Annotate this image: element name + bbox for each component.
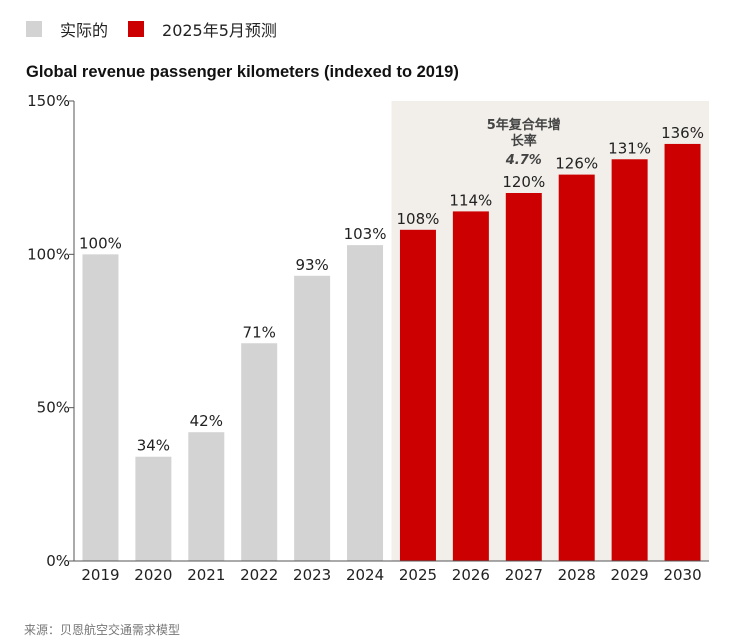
cagr-annotation-line2: 长率 [511, 133, 537, 149]
bar-2022 [241, 343, 278, 561]
y-tick-label: 100% [27, 245, 70, 263]
chart-title: Global revenue passenger kilometers (ind… [26, 63, 459, 81]
x-tick-label-2020: 2020 [134, 566, 172, 584]
x-tick-label-2023: 2023 [293, 566, 331, 584]
y-tick-label: 0% [46, 552, 70, 570]
x-tick-label-2028: 2028 [558, 566, 596, 584]
bar-2019 [82, 254, 119, 562]
bar-2023 [294, 275, 331, 561]
value-label-2021: 42% [190, 412, 223, 430]
bar-2026 [452, 211, 489, 561]
x-tick-label-2027: 2027 [505, 566, 543, 584]
bar-2020 [135, 456, 172, 561]
cagr-annotation-value: 4.7% [505, 153, 542, 168]
value-label-2019: 100% [79, 234, 122, 252]
x-tick-label-2029: 2029 [611, 566, 649, 584]
value-label-2029: 131% [608, 139, 651, 157]
bar-2029 [611, 159, 648, 561]
x-tick-label-2019: 2019 [81, 566, 119, 584]
bar-2024 [347, 245, 384, 561]
x-tick-label-2024: 2024 [346, 566, 384, 584]
legend: 实际的 2025年5月预测 [26, 18, 297, 40]
value-label-2020: 34% [137, 437, 170, 455]
legend-label-forecast: 2025年5月预测 [162, 21, 277, 40]
value-label-2027: 120% [502, 173, 545, 191]
legend-label-actual: 实际的 [60, 21, 109, 40]
value-label-2023: 93% [295, 256, 328, 274]
value-label-2028: 126% [555, 155, 598, 173]
x-tick-label-2026: 2026 [452, 566, 490, 584]
forecast-shaded-region [391, 101, 709, 561]
x-tick-label-2022: 2022 [240, 566, 278, 584]
bar-2021 [188, 432, 225, 561]
value-label-2024: 103% [344, 225, 387, 243]
legend-swatch-actual [26, 21, 42, 37]
bar-2028 [558, 174, 595, 561]
legend-swatch-forecast [128, 21, 145, 37]
bar-chart: 0% 50% 100% 150% 100% 2019 34% 2020 42% 2021 71% 20… [27, 92, 709, 584]
y-tick-label: 50% [37, 399, 70, 417]
value-label-2025: 108% [397, 210, 440, 228]
x-tick-label-2021: 2021 [187, 566, 225, 584]
bar-2027 [505, 193, 542, 561]
value-label-2026: 114% [449, 191, 492, 209]
bar-2030 [664, 143, 701, 561]
source-note: 来源：贝恩航空交通需求模型 [24, 623, 181, 637]
cagr-annotation-line1: 5年复合年增 [487, 117, 561, 133]
x-tick-label-2025: 2025 [399, 566, 437, 584]
x-tick-label-2030: 2030 [663, 566, 701, 584]
bar-2025 [399, 229, 436, 562]
value-label-2022: 71% [243, 323, 276, 341]
y-tick-label: 150% [27, 92, 70, 110]
value-label-2030: 136% [661, 124, 704, 142]
